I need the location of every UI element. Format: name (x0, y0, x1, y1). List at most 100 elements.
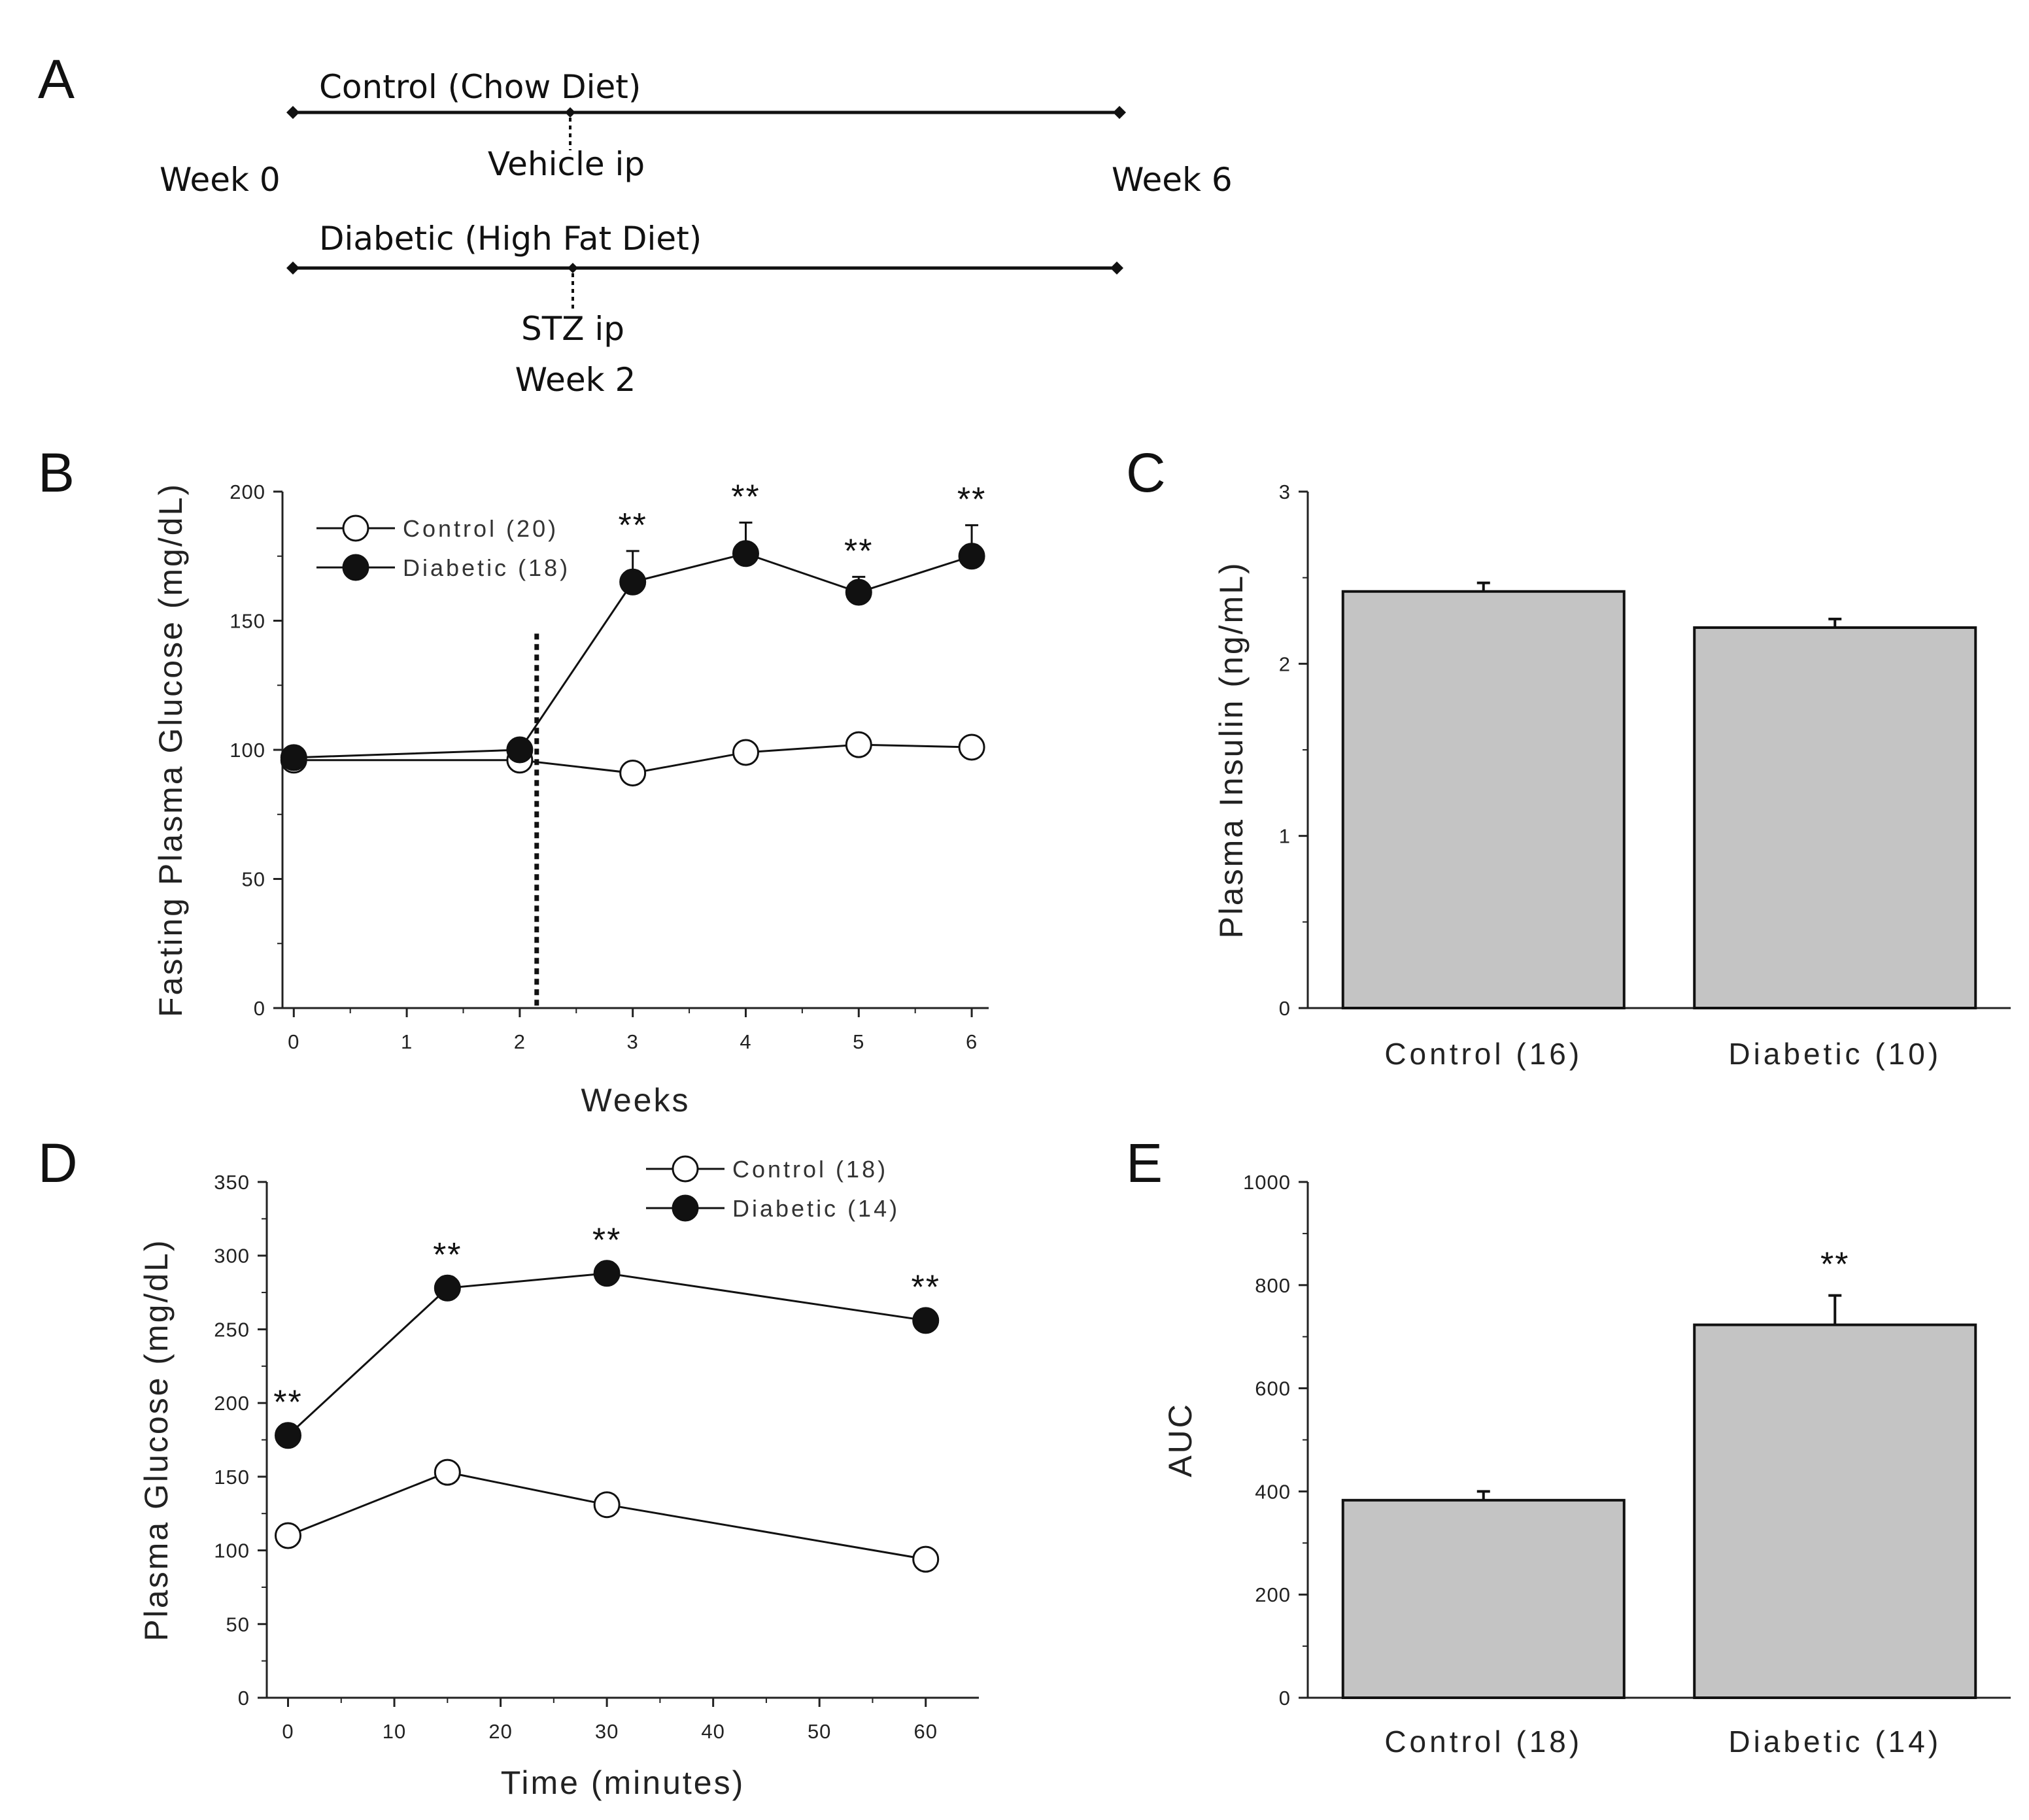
bar (1341, 1498, 1626, 1699)
legend-marker-control (342, 514, 369, 542)
x-tick-label: 5 (853, 1030, 864, 1053)
diabetic-diet-label: Diabetic (High Fat Diet) (319, 220, 702, 258)
series-line (294, 552, 972, 759)
control-data-point (593, 1491, 621, 1519)
timeline-diagram: Control (Chow Diet) Vehicle ip Week 0 We… (160, 68, 1233, 399)
panel-label-c: C (1126, 442, 1166, 503)
legend-marker-control (672, 1155, 699, 1183)
week-0-label: Week 0 (160, 161, 281, 199)
significance-marker: ** (844, 532, 873, 570)
x-tick-label: 1 (401, 1030, 413, 1053)
x-tick-label: 10 (383, 1720, 406, 1743)
diabetic-data-point (275, 1422, 302, 1449)
significance-marker: ** (911, 1269, 940, 1307)
diabetic-data-point (912, 1307, 940, 1334)
legend-label: Diabetic (14) (732, 1195, 900, 1222)
x-tick-label: 60 (913, 1720, 937, 1743)
stz-ip-label: STZ ip (521, 310, 624, 348)
legend-label: Control (20) (403, 515, 558, 542)
x-tick-label: 6 (966, 1030, 978, 1053)
diabetic-data-point (732, 540, 759, 567)
x-tick-label: 2 (514, 1030, 526, 1053)
y-tick-label: 0 (254, 997, 265, 1020)
x-tick-label: 30 (595, 1720, 619, 1743)
y-tick-label: 150 (214, 1466, 250, 1489)
x-tick-label: 0 (288, 1030, 299, 1053)
y-tick-label: 400 (1255, 1480, 1291, 1503)
diabetic-data-point (506, 736, 534, 764)
x-tick-label: 40 (701, 1720, 725, 1743)
legend-marker-diabetic (342, 554, 369, 581)
significance-marker: ** (1820, 1246, 1849, 1284)
diabetic-data-point (619, 568, 647, 596)
x-axis-title: Time (minutes) (501, 1764, 745, 1801)
category-label: Diabetic (10) (1728, 1037, 1941, 1071)
significance-marker: ** (731, 478, 760, 516)
y-tick-label: 350 (214, 1171, 250, 1194)
y-axis-title: Fasting Plasma Glucose (mg/dL) (152, 482, 189, 1017)
control-data-point (912, 1545, 940, 1573)
y-tick-label: 200 (1255, 1583, 1291, 1606)
y-axis-title: Plasma Glucose (mg/dL) (138, 1238, 175, 1641)
panel-label-d: D (38, 1132, 78, 1194)
significance-marker: ** (592, 1221, 621, 1259)
control-diet-label: Control (Chow Diet) (319, 68, 641, 106)
category-label: Diabetic (14) (1728, 1725, 1941, 1759)
y-axis-title: Plasma Insulin (ng/mL) (1213, 561, 1250, 938)
diabetic-data-point (280, 744, 307, 771)
control-end-marker (1113, 106, 1126, 119)
week-2-label: Week 2 (515, 361, 636, 399)
legend-label: Diabetic (18) (403, 554, 570, 581)
control-data-point (732, 739, 759, 766)
series-line (294, 743, 972, 775)
control-start-marker (286, 106, 299, 119)
y-tick-label: 2 (1279, 652, 1291, 675)
legend-marker-diabetic (672, 1194, 699, 1222)
diabetic-data-point (845, 579, 872, 606)
y-tick-label: 0 (1279, 997, 1291, 1020)
x-tick-label: 50 (808, 1720, 831, 1743)
significance-marker: ** (618, 507, 647, 545)
y-tick-label: 250 (214, 1318, 250, 1341)
y-tick-label: 100 (230, 739, 265, 762)
series-line (287, 1471, 926, 1560)
chart-e: 0 200 400 600 800 1000 AUC Control (18) Diabetic… (1162, 1171, 2011, 1759)
y-tick-label: 50 (242, 868, 265, 891)
series-line (287, 1272, 926, 1436)
control-data-point (619, 760, 647, 787)
panel-label-b: B (38, 442, 75, 503)
bar (1693, 626, 1977, 1009)
y-tick-label: 0 (238, 1687, 250, 1710)
diabetic-end-marker (1110, 261, 1123, 275)
x-tick-label: 0 (282, 1720, 294, 1743)
category-label: Control (18) (1384, 1725, 1582, 1759)
diabetic-data-point (434, 1274, 461, 1302)
y-tick-label: 600 (1255, 1377, 1291, 1400)
y-tick-label: 1 (1279, 825, 1291, 848)
bar (1693, 1323, 1977, 1699)
diabetic-start-marker (286, 261, 299, 275)
y-axis-title: AUC (1162, 1402, 1199, 1477)
panel-label-e: E (1126, 1132, 1163, 1194)
diabetic-data-point (958, 543, 985, 570)
y-tick-label: 300 (214, 1245, 250, 1268)
y-tick-label: 200 (214, 1392, 250, 1415)
week-6-label: Week 6 (1112, 161, 1233, 199)
y-tick-label: 0 (1279, 1687, 1291, 1710)
x-tick-label: 4 (740, 1030, 751, 1053)
x-tick-label: 3 (627, 1030, 639, 1053)
y-tick-label: 200 (230, 480, 265, 503)
control-data-point (434, 1458, 461, 1486)
x-axis-title: Weeks (581, 1082, 691, 1119)
x-tick-label: 20 (488, 1720, 512, 1743)
panel-label-a: A (38, 48, 75, 110)
legend-label: Control (18) (732, 1156, 888, 1183)
control-data-point (958, 733, 985, 761)
chart-c: 0 1 2 3 Plasma Insulin (ng/mL) Control (16) Di… (1213, 480, 2011, 1071)
y-tick-label: 50 (226, 1613, 250, 1636)
stz-marker (568, 263, 578, 273)
bar (1341, 590, 1626, 1009)
